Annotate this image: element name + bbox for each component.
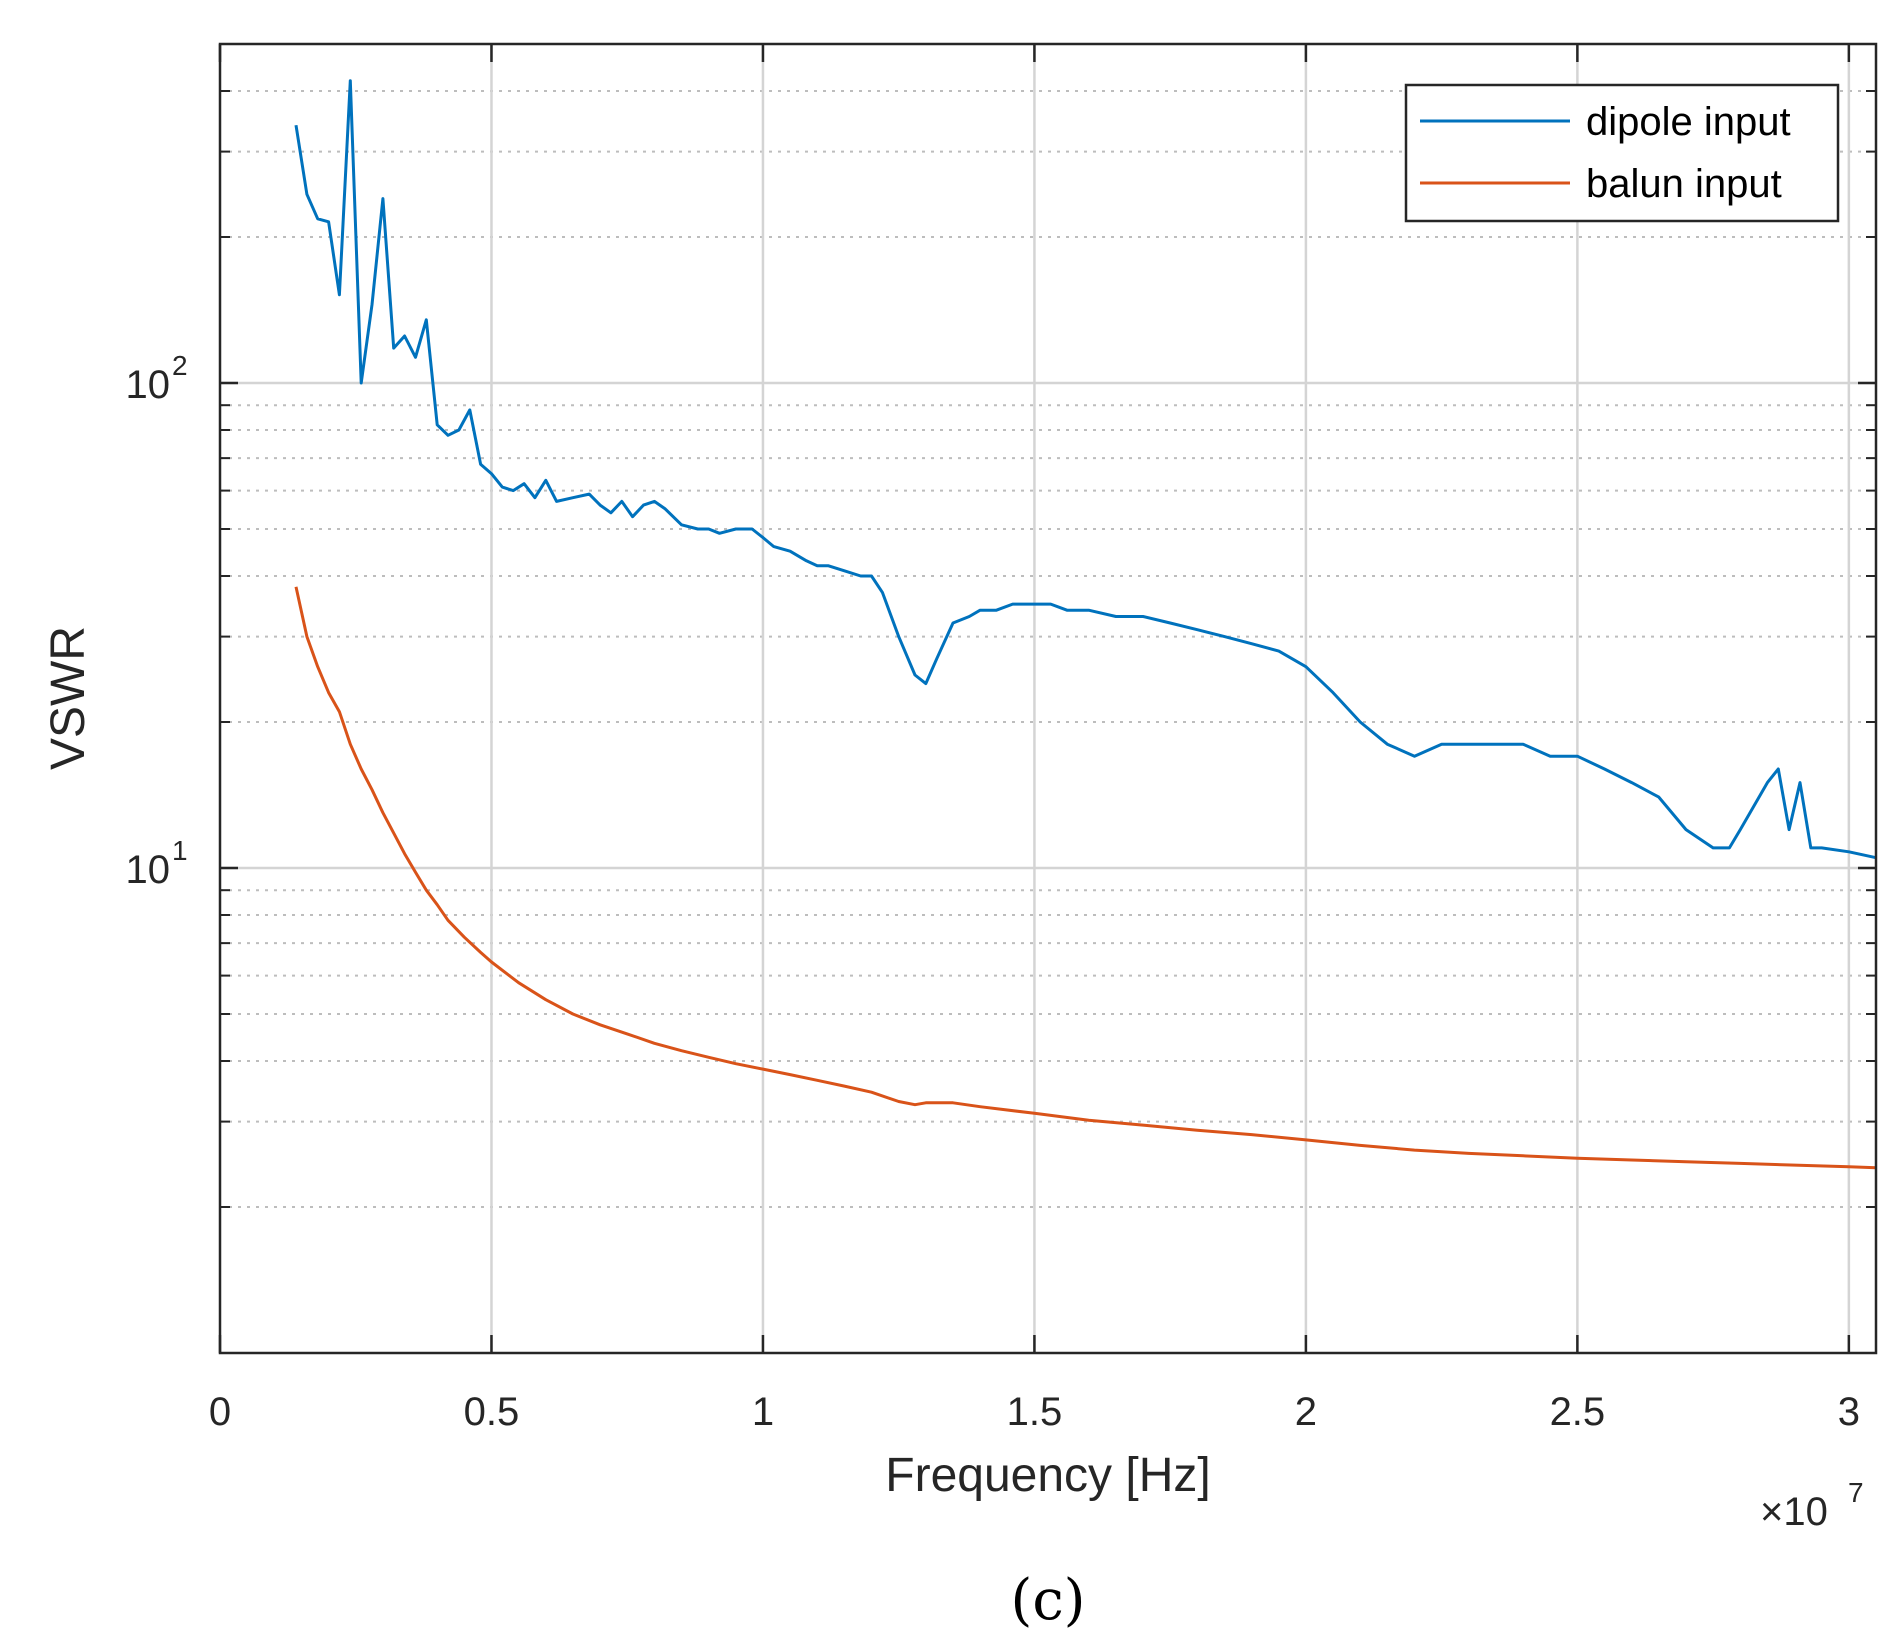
plot-area — [220, 44, 1876, 1353]
panel-label: (c) — [1010, 1568, 1085, 1633]
y-tick-exponent: 2 — [172, 350, 188, 381]
series-line-dipole-input — [294, 79, 1877, 860]
y-tick-label: 10 — [126, 363, 171, 407]
x-tick-label: 1.5 — [1007, 1390, 1063, 1434]
x-exponent-power: 7 — [1848, 1477, 1864, 1508]
x-tick-label: 1 — [752, 1390, 774, 1434]
y-axis-title: VSWR — [42, 626, 95, 770]
y-tick-exponent: 1 — [172, 835, 188, 866]
legend-box — [1404, 83, 1840, 223]
x-axis-title: Frequency [Hz] — [885, 1449, 1210, 1502]
series-line-balun-input — [294, 586, 1877, 1170]
x-tick-label: 2 — [1295, 1390, 1317, 1434]
x-tick-label: 2.5 — [1550, 1390, 1606, 1434]
tick-layer: 10 110 20 0.5 1 1.5 2 2.5 3 — [126, 43, 1876, 1434]
x-tick-label: 3 — [1838, 1390, 1860, 1434]
legend-label-balun-input: balun input — [1586, 162, 1782, 206]
x-tick-label: 0.5 — [464, 1390, 520, 1434]
y-tick-label: 10 — [126, 848, 171, 892]
plot-frame — [218, 42, 1878, 1355]
x-exponent-label: ×10 — [1760, 1490, 1828, 1534]
x-exponent: ×10 7 — [1760, 1477, 1864, 1534]
legend-label-dipole-input: dipole input — [1586, 100, 1791, 144]
series-layer — [294, 79, 1877, 1170]
x-tick-label: 0 — [209, 1390, 231, 1434]
legend: dipole input balun input — [1404, 83, 1840, 223]
grid-layer — [220, 43, 1876, 1353]
